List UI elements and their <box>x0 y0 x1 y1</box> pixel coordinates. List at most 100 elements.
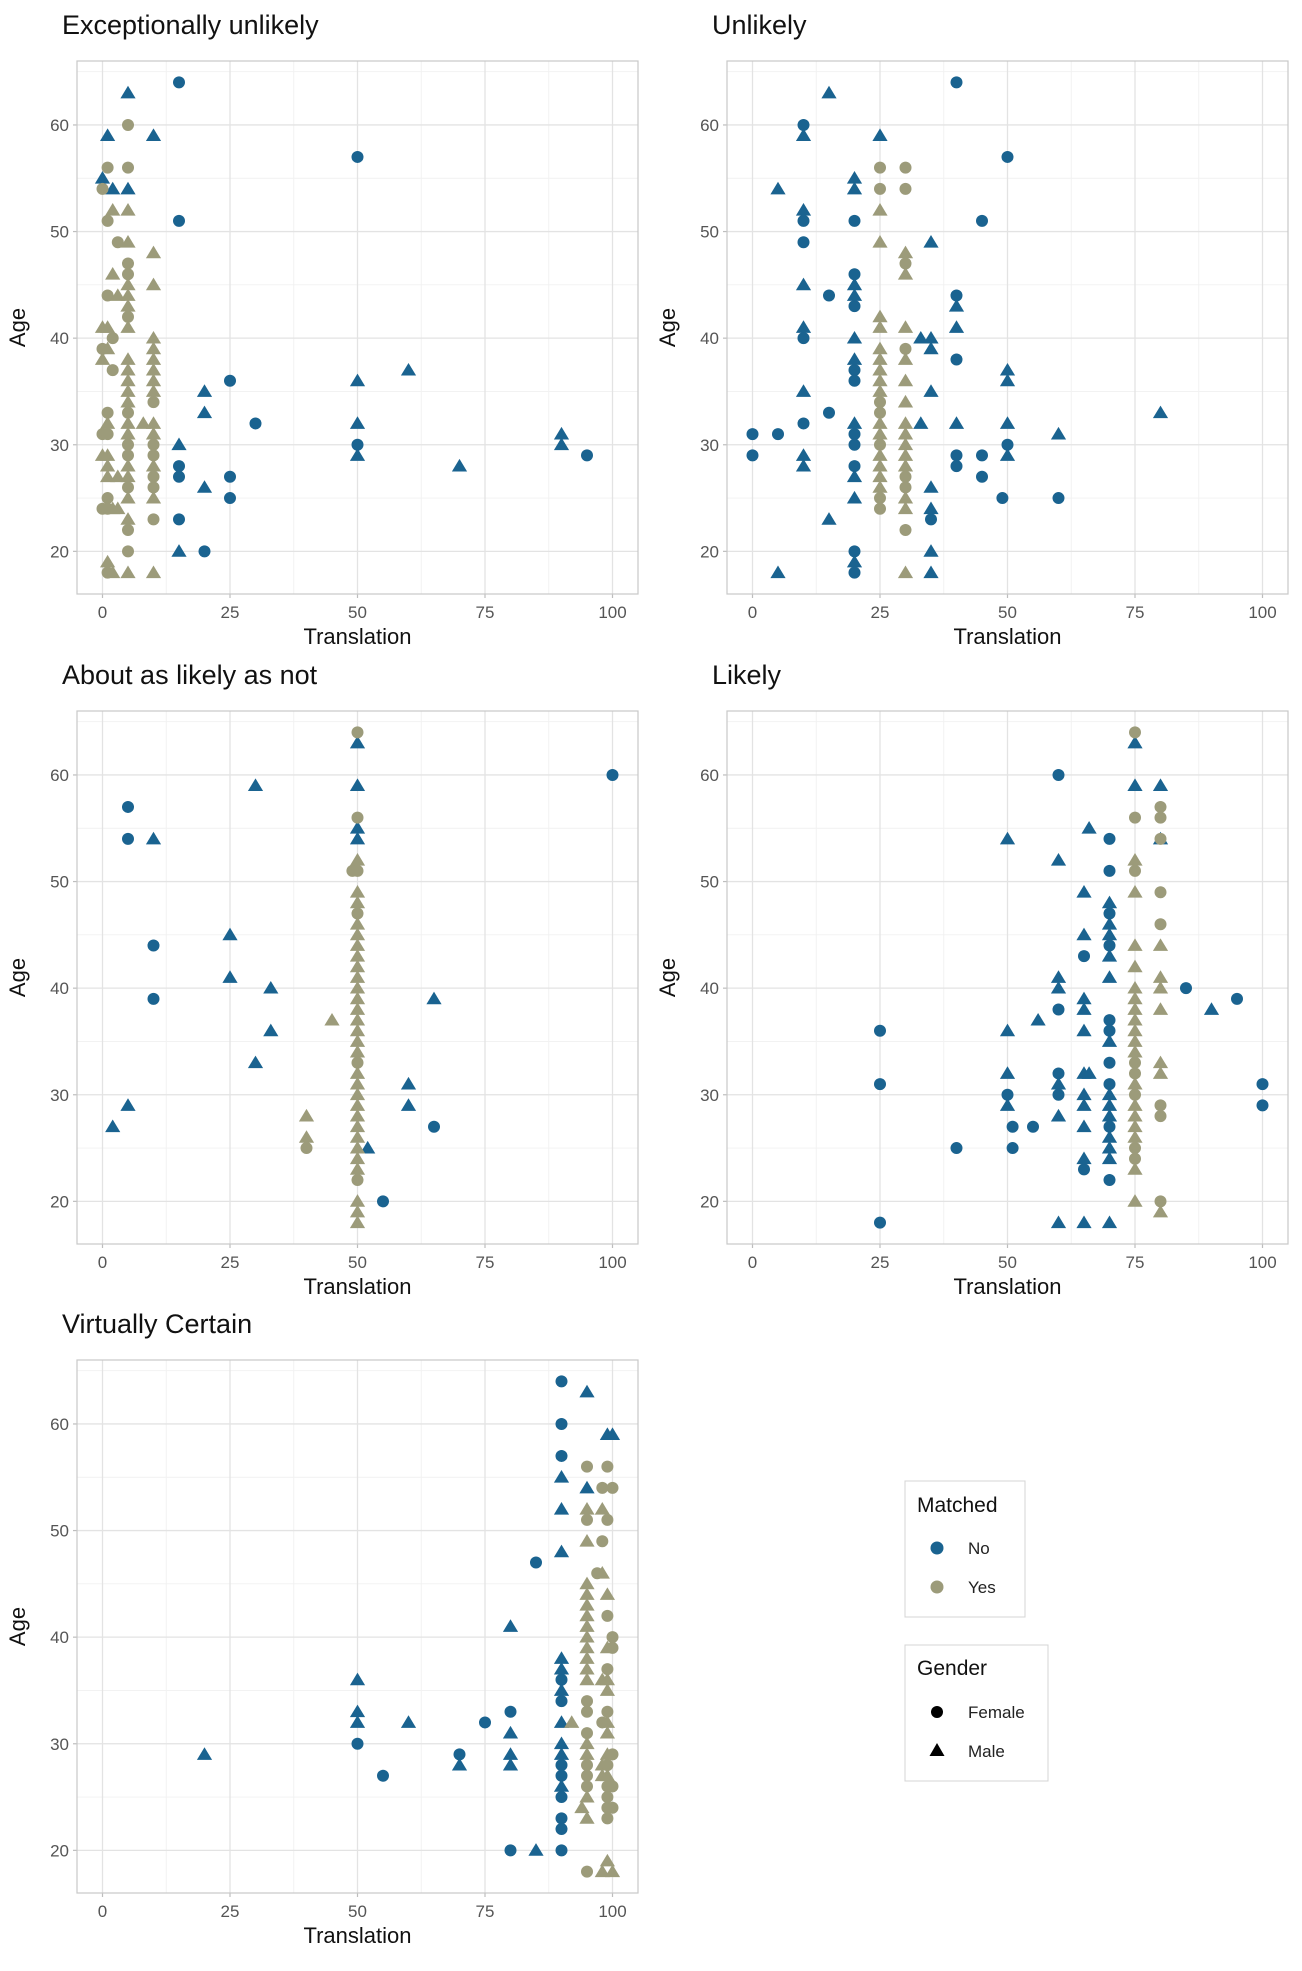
point-male-yes <box>1127 885 1143 898</box>
point-female-no <box>925 513 937 526</box>
point-male-no <box>821 85 837 99</box>
point-male-yes <box>349 959 366 973</box>
point-female-no <box>147 992 160 1005</box>
legend-female-swatch <box>931 1706 943 1718</box>
x-tick-label: 0 <box>98 1902 107 1921</box>
point-female-yes <box>1129 811 1141 824</box>
point-male-yes <box>135 416 151 429</box>
point-male-no <box>923 341 939 355</box>
point-female-yes <box>351 864 364 877</box>
point-male-no <box>923 330 939 344</box>
legend-male-swatch <box>929 1743 945 1756</box>
point-male-yes <box>110 501 126 515</box>
y-axis-label: Age <box>5 958 30 997</box>
x-tick-label: 100 <box>598 1902 626 1921</box>
point-male-yes <box>604 1864 621 1878</box>
point-male-no <box>100 128 116 142</box>
point-male-no <box>1101 917 1118 930</box>
point-male-yes <box>579 1608 595 1622</box>
point-female-yes <box>1154 1110 1167 1123</box>
point-female-no <box>1027 1120 1039 1133</box>
point-male-yes <box>349 948 366 962</box>
point-male-no <box>1101 927 1118 941</box>
point-male-no <box>1081 821 1097 834</box>
point-male-yes <box>349 991 366 1005</box>
point-male-yes <box>579 1672 595 1686</box>
point-male-yes <box>599 1672 615 1686</box>
point-female-no <box>1180 982 1192 995</box>
point-male-no <box>1101 970 1118 983</box>
point-male-no <box>913 416 929 429</box>
point-female-yes <box>147 449 160 462</box>
point-female-no <box>848 438 861 451</box>
point-female-yes <box>899 342 912 355</box>
point-female-no <box>1001 438 1014 451</box>
point-female-no <box>555 1769 568 1782</box>
point-female-yes <box>101 406 114 419</box>
point-female-yes <box>147 396 160 409</box>
point-male-yes <box>349 895 366 909</box>
point-female-no <box>606 768 619 781</box>
point-female-no <box>1052 1088 1065 1101</box>
point-female-no <box>1078 950 1090 963</box>
x-axis-label: Translation <box>953 624 1061 649</box>
point-male-yes <box>120 235 136 248</box>
point-male-no <box>1101 1108 1118 1122</box>
x-tick-label: 100 <box>1248 1253 1276 1272</box>
point-male-yes <box>872 384 888 397</box>
legend-gender: Gender Female Male <box>904 1644 1049 1782</box>
point-male-yes <box>100 458 116 472</box>
y-tick-label: 40 <box>50 329 69 348</box>
point-male-yes <box>599 1725 615 1739</box>
point-female-no <box>351 1737 364 1750</box>
point-male-no <box>1101 1130 1118 1143</box>
point-female-no <box>1006 1120 1019 1133</box>
point-male-yes <box>594 1864 610 1878</box>
point-male-yes <box>145 330 162 344</box>
point-female-yes <box>1154 1195 1167 1208</box>
point-female-no <box>848 364 861 377</box>
point-male-no <box>1101 1087 1118 1101</box>
point-female-yes <box>874 182 886 195</box>
panel-0: Exceptionally unlikely 0 25 50 75 100 20 30 40 50… <box>5 10 639 649</box>
panel-frame <box>726 60 1289 595</box>
x-axis-label: Translation <box>303 1923 411 1948</box>
point-female-yes <box>596 1481 609 1494</box>
point-female-no <box>797 236 810 249</box>
point-male-yes <box>349 1151 366 1165</box>
point-female-no <box>746 428 759 441</box>
point-male-yes <box>872 469 888 483</box>
point-male-yes <box>1152 1204 1169 1218</box>
point-male-yes <box>120 565 136 579</box>
point-male-yes <box>145 373 162 387</box>
point-male-no <box>1076 927 1092 941</box>
point-male-no <box>913 330 929 344</box>
point-male-yes <box>349 1130 366 1143</box>
point-male-yes <box>349 1044 366 1058</box>
points-layer <box>196 1375 621 1878</box>
point-female-yes <box>101 428 114 441</box>
point-male-yes <box>349 1108 366 1122</box>
point-male-no <box>145 128 162 142</box>
point-male-no <box>1076 1151 1092 1165</box>
point-male-yes <box>145 277 162 291</box>
point-female-no <box>351 438 364 451</box>
point-female-yes <box>899 481 912 494</box>
point-female-no <box>504 1844 517 1857</box>
point-female-yes <box>1129 1088 1141 1101</box>
point-female-yes <box>874 161 886 174</box>
point-female-yes <box>606 1641 619 1654</box>
point-male-yes <box>349 1023 366 1037</box>
point-male-yes <box>1127 1023 1143 1037</box>
point-female-yes <box>601 1812 614 1825</box>
point-male-yes <box>349 1012 366 1026</box>
point-female-no <box>1103 907 1116 920</box>
point-male-no <box>846 554 863 568</box>
point-female-no <box>428 1120 440 1133</box>
point-male-yes <box>145 341 162 355</box>
point-female-yes <box>606 1780 619 1793</box>
y-tick-label: 50 <box>50 873 69 892</box>
point-male-yes <box>1127 1194 1143 1207</box>
point-male-no <box>999 373 1016 387</box>
